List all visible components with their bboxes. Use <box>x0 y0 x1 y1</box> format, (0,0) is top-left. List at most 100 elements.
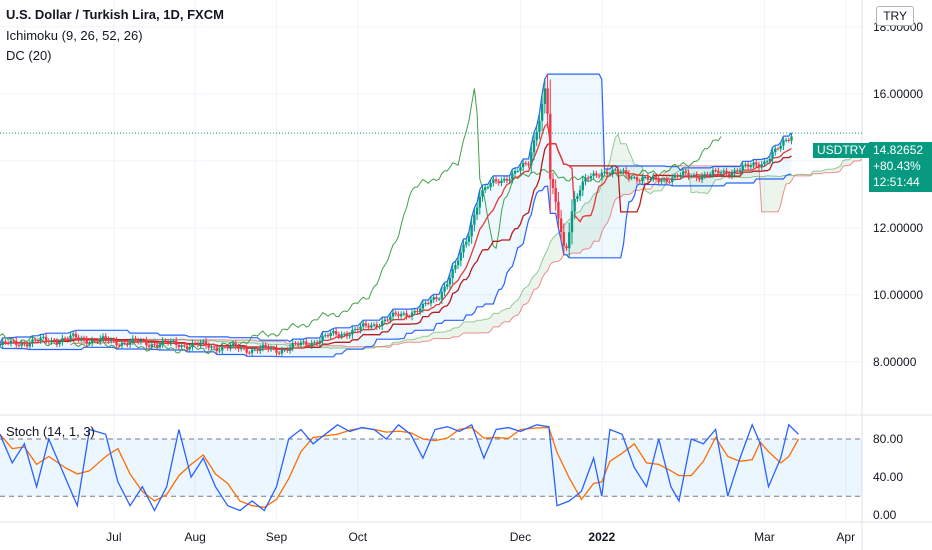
candle-body <box>256 349 259 351</box>
candle-body <box>275 348 278 353</box>
candle-body <box>459 252 463 261</box>
candle-body <box>521 162 525 168</box>
candle-body <box>180 345 183 348</box>
candle-body <box>597 175 601 177</box>
candle-body <box>359 326 362 330</box>
candle-body <box>174 340 178 345</box>
candle-body <box>473 214 476 225</box>
candle-body <box>714 170 717 172</box>
candle-body <box>532 140 536 153</box>
candle-body <box>185 346 189 349</box>
candle-body <box>565 246 568 249</box>
x-tick-Dec: Dec <box>510 530 531 544</box>
candle-body <box>259 348 262 351</box>
candle-body <box>454 265 457 270</box>
candle-body <box>486 187 490 189</box>
candle-body <box>619 171 622 173</box>
candle-body <box>332 331 335 334</box>
candle-body <box>418 308 422 312</box>
candle-body <box>112 339 116 341</box>
candle-body <box>706 174 709 176</box>
candle-body <box>96 340 99 342</box>
candle-body <box>603 171 606 173</box>
candle-body <box>744 164 747 166</box>
candle-body <box>408 316 411 318</box>
candle-body <box>649 178 652 180</box>
candle-body <box>467 236 471 242</box>
candle-body <box>329 333 332 337</box>
candle-body <box>399 314 403 317</box>
candle-body <box>272 348 275 350</box>
candle-body <box>768 158 772 162</box>
candle-body <box>427 302 430 304</box>
candle-body <box>381 321 384 327</box>
candle-body <box>443 286 446 292</box>
candle-body <box>757 164 761 167</box>
candle-body <box>291 342 294 348</box>
candle-body <box>12 340 15 342</box>
candle-body <box>296 343 300 345</box>
candle-body <box>538 120 541 132</box>
candle-body <box>611 169 614 174</box>
percent-change: +80.43% <box>873 159 921 173</box>
last-price: 14.82652 <box>873 143 924 157</box>
candle-body <box>226 346 229 349</box>
candle-body <box>494 179 498 182</box>
candle-body <box>671 177 674 183</box>
candle-body <box>310 342 313 346</box>
candle-body <box>500 180 503 184</box>
candle-body <box>727 173 731 176</box>
candle-body <box>462 244 465 253</box>
candle-body <box>502 178 506 181</box>
candle-body <box>337 334 341 337</box>
x-tick-Aug: Aug <box>184 530 205 544</box>
currency-button[interactable]: TRY <box>876 6 914 26</box>
candle-body <box>120 342 124 346</box>
candle-body <box>540 104 544 121</box>
candle-body <box>362 323 365 327</box>
candle-body <box>641 177 644 181</box>
candle-body <box>115 340 118 346</box>
candle-body <box>633 177 636 179</box>
candle-body <box>668 181 671 183</box>
candle-body <box>692 174 696 176</box>
candle-body <box>36 340 40 342</box>
candle-body <box>142 340 145 342</box>
candle-body <box>131 338 135 342</box>
candle-body <box>280 350 284 354</box>
candle-body <box>709 174 712 176</box>
candle-body <box>334 331 338 335</box>
candle-body <box>9 340 13 344</box>
price-box: 14.82652 +80.43% 12:51:44 <box>869 142 932 192</box>
candle-body <box>88 343 91 345</box>
candle-body <box>484 187 487 191</box>
candle-body <box>166 341 170 344</box>
candle-body <box>375 324 378 328</box>
candle-body <box>77 337 80 340</box>
candle-body <box>90 339 94 344</box>
candle-body <box>432 297 435 300</box>
donchian-lower <box>0 173 792 358</box>
candle-body <box>394 312 397 315</box>
candle-body <box>44 336 48 341</box>
candle-body <box>592 173 595 177</box>
candle-body <box>416 310 419 312</box>
candle-body <box>63 338 67 340</box>
candle-body <box>719 172 723 174</box>
candle-body <box>204 341 208 346</box>
candle-body <box>372 324 376 326</box>
candle-body <box>627 173 631 179</box>
candle-body <box>570 211 574 233</box>
candle-body <box>367 325 370 328</box>
candle-body <box>630 177 633 179</box>
candle-body <box>28 343 32 347</box>
candle-body <box>250 349 254 353</box>
candle-body <box>787 139 791 141</box>
candle-body <box>264 345 267 348</box>
candle-body <box>421 303 425 309</box>
candle-body <box>242 347 246 349</box>
candle-body <box>600 172 603 177</box>
candle-body <box>513 170 517 174</box>
ichimoku-span-a <box>70 132 863 351</box>
